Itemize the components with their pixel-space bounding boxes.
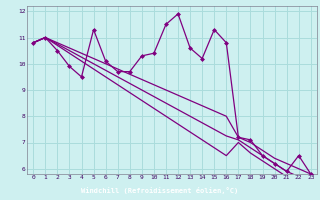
Text: Windchill (Refroidissement éolien,°C): Windchill (Refroidissement éolien,°C) [81, 187, 239, 194]
